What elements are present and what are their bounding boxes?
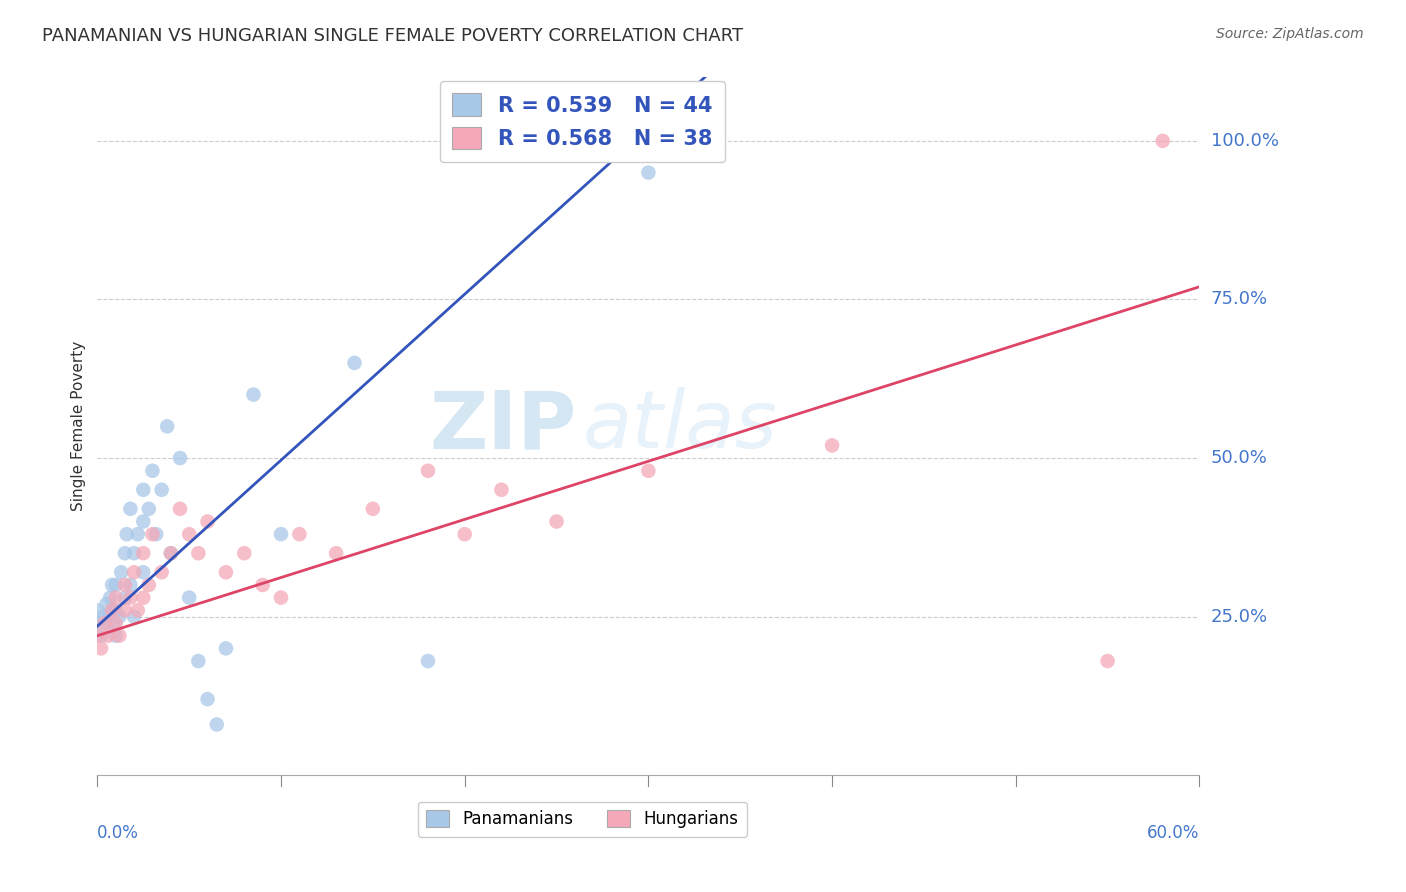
Point [138,578,160,592]
Point [120,578,142,592]
Point [288,527,311,541]
Point [215,566,238,580]
Point [120,591,142,605]
Point [156,419,179,434]
Point [197,515,219,529]
Point [132,566,155,580]
Point [127,603,149,617]
Point [141,527,163,541]
Point [110,566,132,580]
Point [114,603,136,617]
Text: 100.0%: 100.0% [1211,132,1278,150]
Point [132,546,155,560]
Point [491,483,513,497]
Point [1152,134,1174,148]
Point [97,609,120,624]
Point [98,591,121,605]
Point [108,629,131,643]
Point [233,546,256,560]
Point [637,165,659,179]
Point [169,451,191,466]
Point [270,591,292,605]
Point [270,527,292,541]
Text: 50.0%: 50.0% [1211,449,1267,467]
Point [91,609,114,624]
Point [546,515,568,529]
Point [821,438,844,452]
Point [150,483,173,497]
Point [141,464,163,478]
Text: 25.0%: 25.0% [1211,607,1268,625]
Text: ZIP: ZIP [429,387,576,466]
Point [93,615,115,630]
Point [104,591,127,605]
Point [416,654,439,668]
Y-axis label: Single Female Poverty: Single Female Poverty [72,342,86,511]
Point [150,566,173,580]
Point [325,546,347,560]
Point [132,591,155,605]
Point [132,515,155,529]
Point [205,717,228,731]
Point [104,603,127,617]
Point [159,546,181,560]
Text: PANAMANIAN VS HUNGARIAN SINGLE FEMALE POVERTY CORRELATION CHART: PANAMANIAN VS HUNGARIAN SINGLE FEMALE PO… [42,27,744,45]
Text: 60.0%: 60.0% [1147,824,1199,842]
Point [86,615,108,630]
Text: Source: ZipAtlas.com: Source: ZipAtlas.com [1216,27,1364,41]
Point [86,629,108,643]
Point [187,654,209,668]
Point [132,483,155,497]
Point [114,546,136,560]
Point [90,629,112,643]
Point [159,546,181,560]
Point [114,591,136,605]
Point [1097,654,1119,668]
Point [115,527,138,541]
Point [138,501,160,516]
Point [96,615,118,630]
Point [145,527,167,541]
Point [86,603,108,617]
Point [101,603,124,617]
Point [108,609,131,624]
Point [416,464,439,478]
Point [101,578,124,592]
Point [215,641,238,656]
Point [97,629,120,643]
Point [122,609,145,624]
Point [114,578,136,592]
Point [242,387,264,401]
Point [104,629,127,643]
Point [104,578,127,592]
Point [101,603,124,617]
Point [96,597,118,611]
Point [120,501,142,516]
Text: 0.0%: 0.0% [97,824,139,842]
Point [361,501,384,516]
Point [179,527,201,541]
Point [122,546,145,560]
Point [343,356,366,370]
Point [169,501,191,516]
Point [122,566,145,580]
Text: atlas: atlas [582,387,778,466]
Point [637,464,659,478]
Point [103,615,125,630]
Text: 75.0%: 75.0% [1211,291,1268,309]
Point [127,527,149,541]
Point [252,578,274,592]
Point [90,641,112,656]
Legend: Panamanians, Hungarians: Panamanians, Hungarians [418,802,747,837]
Point [454,527,477,541]
Point [179,591,201,605]
Point [187,546,209,560]
Point [104,615,127,630]
Point [197,692,219,706]
